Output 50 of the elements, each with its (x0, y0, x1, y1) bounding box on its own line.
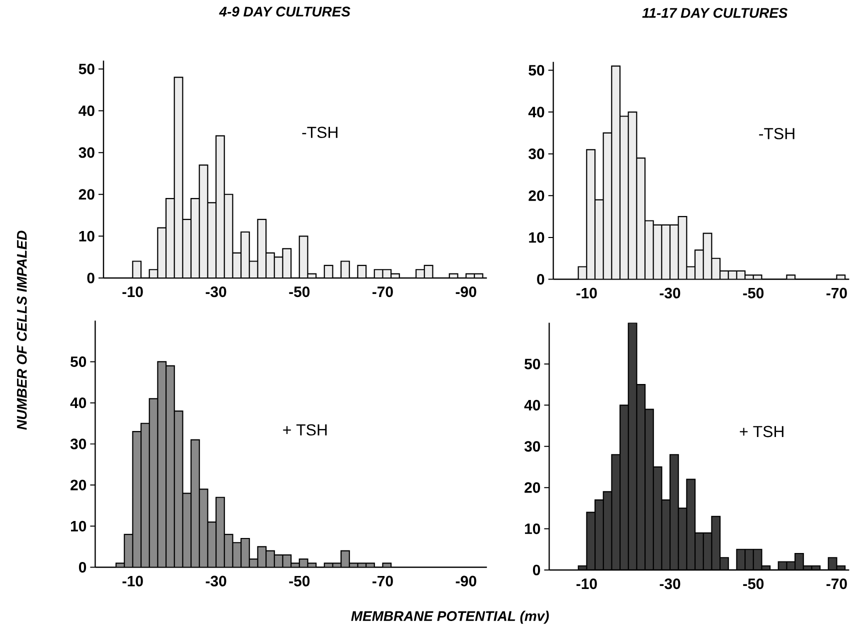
x-tick-label: -50 (743, 578, 764, 590)
y-tick-label: 50 (70, 356, 86, 367)
x-tick-label: -90 (456, 286, 476, 298)
annotation: + TSH (740, 426, 784, 438)
x-tick-label: -70 (372, 576, 393, 586)
y-tick-label: 40 (524, 400, 540, 410)
y-tick-label: 0 (87, 272, 94, 284)
x-tick-label: -10 (122, 576, 143, 586)
y-tick-label: 40 (78, 105, 94, 116)
chart-title: 11-17 DAY CULTURES (642, 8, 788, 18)
x-tick-label: -30 (660, 578, 680, 590)
y-tick-label: 50 (528, 64, 544, 76)
y-tick-label: 50 (524, 358, 540, 370)
annotation: -TSH (759, 128, 794, 140)
x-tick-label: -30 (206, 576, 226, 586)
x-tick-label: -10 (122, 286, 143, 298)
y-tick-label: 0 (78, 562, 86, 573)
y-tick-label: 30 (70, 438, 86, 450)
y-tick-label: 30 (524, 441, 540, 452)
x-tick-label: -30 (206, 286, 226, 298)
y-tick-label: 20 (528, 190, 544, 201)
y-tick-label: 40 (528, 106, 544, 118)
annotation: -TSH (302, 126, 338, 138)
y-tick-label: 50 (78, 64, 94, 74)
chart-title: 4-9 DAY CULTURES (219, 6, 350, 17)
y-tick-label: 0 (532, 564, 540, 576)
x-tick-label: -70 (826, 578, 847, 590)
y-tick-label: 10 (71, 520, 86, 532)
y-tick-label: 20 (78, 189, 94, 200)
y-tick-label: 20 (70, 480, 86, 490)
y-tick-label: 20 (524, 482, 540, 493)
x-tick-label: -70 (372, 286, 393, 298)
x-tick-label: -50 (289, 576, 310, 586)
y-tick-label: 10 (525, 523, 540, 534)
x-axis-title: MEMBRANE POTENTIAL (mv) (351, 610, 549, 624)
y-tick-label: 0 (537, 274, 544, 285)
x-tick-label: -10 (576, 288, 597, 298)
y-tick-label: 10 (529, 232, 544, 243)
x-tick-label: -10 (576, 578, 597, 590)
x-tick-label: -30 (660, 288, 680, 298)
x-tick-label: -70 (826, 288, 847, 298)
y-tick-label: 10 (79, 230, 94, 242)
x-tick-label: -50 (289, 286, 310, 298)
x-tick-label: -90 (456, 576, 476, 586)
y-axis-title: NUMBER OF CELLS IMPALED (16, 230, 27, 430)
y-tick-label: 40 (70, 398, 86, 408)
annotation: + TSH (283, 424, 327, 436)
y-tick-label: 30 (78, 147, 94, 158)
x-tick-label: -50 (743, 288, 764, 298)
y-tick-label: 30 (528, 148, 544, 160)
